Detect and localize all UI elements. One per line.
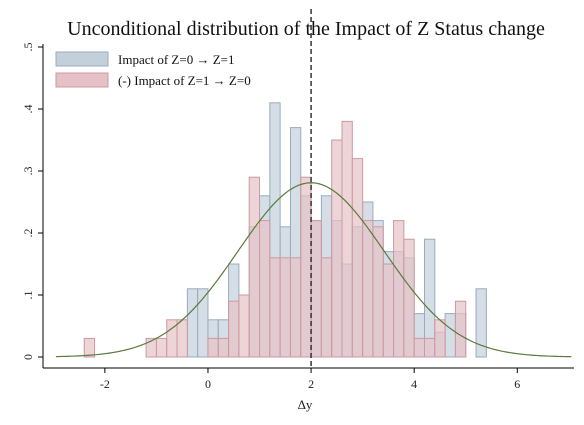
x-tick-label: -2 — [100, 377, 110, 391]
histogram-bar-series-2 — [217, 337, 230, 358]
histogram-bar-series-1 — [444, 313, 456, 358]
histogram-bar-series-2 — [351, 158, 364, 358]
y-tick-label: .3 — [21, 167, 35, 176]
histogram-bar-series-2 — [393, 220, 405, 358]
histogram-bar-series-2 — [83, 337, 96, 358]
histogram-bar-series-2 — [454, 300, 467, 358]
x-tick-label: 4 — [411, 377, 417, 391]
histogram-bar-series-2 — [403, 238, 415, 358]
y-tick-label: .1 — [21, 291, 35, 300]
histogram-bar-series-2 — [434, 319, 446, 358]
histogram-bar-series-2 — [341, 120, 353, 358]
histogram-bar-series-2 — [228, 300, 240, 358]
legend-label-series-2: (-) Impact of Z=1 → Z=0 — [118, 73, 251, 88]
histogram-bar-series-2 — [155, 337, 168, 358]
histogram-bar-series-2 — [238, 294, 250, 358]
legend-swatch-series-2 — [55, 72, 109, 88]
histogram-bar-series-1 — [186, 288, 199, 358]
x-tick-label: 6 — [514, 377, 520, 391]
y-tick-label: .4 — [21, 105, 35, 114]
x-tick-label: 2 — [308, 377, 314, 391]
plot-area — [55, 9, 572, 368]
histogram-bar-series-2 — [372, 226, 384, 358]
y-tick-label: .2 — [21, 229, 35, 238]
legend-swatch-series-1 — [55, 51, 109, 67]
histogram-bar-series-2 — [382, 263, 395, 358]
y-tick-label: 0 — [21, 354, 35, 360]
histogram-bar-series-2 — [331, 139, 343, 358]
histogram-bar-series-2 — [310, 220, 322, 358]
legend: Impact of Z=0 → Z=1 (-) Impact of Z=1 → … — [55, 51, 251, 88]
histogram-bar-series-2 — [248, 176, 261, 358]
histogram-bar-series-2 — [269, 257, 281, 358]
chart-title: Unconditional distribution of the Impact… — [67, 18, 545, 40]
histogram-bar-series-2 — [259, 220, 271, 358]
x-axis-label: Δy — [298, 397, 313, 412]
histogram-bar-series-2 — [424, 337, 436, 358]
histogram-bar-series-1 — [475, 288, 487, 358]
histogram-bar-series-2 — [207, 337, 219, 358]
histogram-bar-series-2 — [362, 220, 374, 358]
histogram-bar-series-2 — [289, 257, 302, 358]
normal-density-curve — [55, 182, 572, 358]
histogram-bar-series-2 — [176, 319, 188, 358]
axes: 0 .1 .2 .3 .4 .5 -2 0 2 4 6 — [21, 43, 574, 391]
legend-label-series-1: Impact of Z=0 → Z=1 — [118, 52, 234, 67]
histogram-bar-series-2 — [320, 257, 333, 358]
histogram-bar-series-2 — [413, 337, 425, 358]
histogram-bar-series-2 — [300, 176, 312, 358]
x-tick-label: 0 — [205, 377, 211, 391]
y-tick-label: .5 — [21, 43, 35, 52]
histogram-bar-series-2 — [279, 257, 291, 358]
